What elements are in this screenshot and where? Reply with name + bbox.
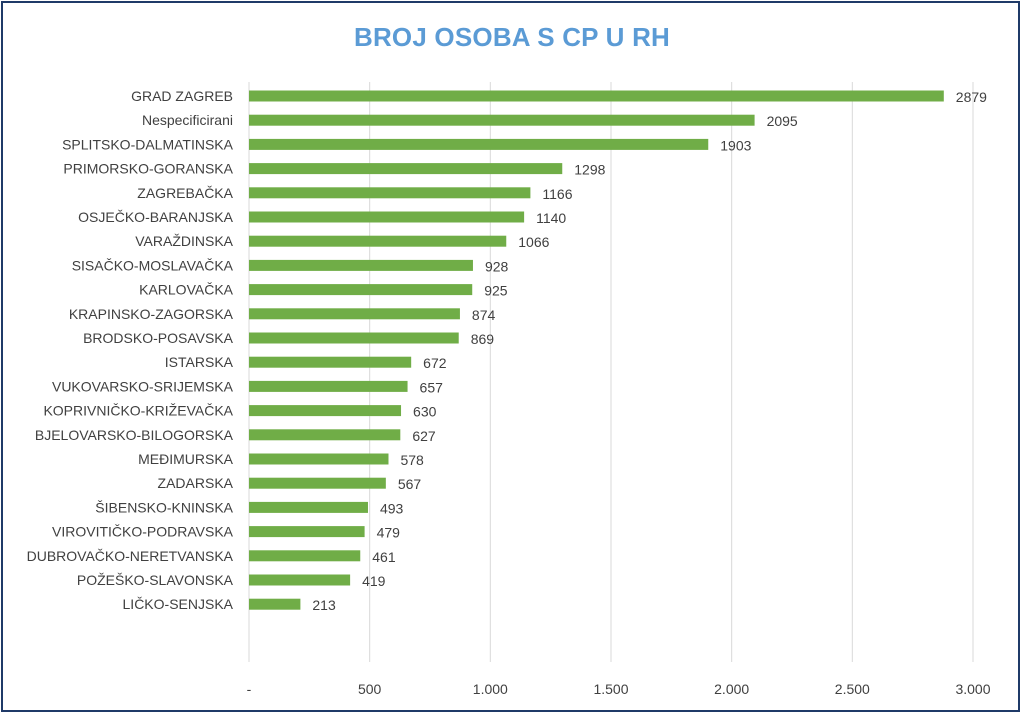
category-label: POŽEŠKO-SLAVONSKA — [77, 572, 234, 588]
category-label: Nespecificirani — [142, 112, 233, 128]
x-tick-label: - — [247, 681, 252, 697]
data-label: 928 — [485, 258, 509, 274]
bar — [249, 453, 389, 465]
bar — [249, 598, 301, 610]
data-label: 479 — [377, 525, 401, 541]
category-label: DUBROVAČKO-NERETVANSKA — [27, 548, 234, 564]
bar — [249, 550, 361, 562]
data-label: 1903 — [720, 137, 751, 153]
category-labels: GRAD ZAGREB Nespecificirani SPLITSKO-DALMA… — [27, 88, 234, 612]
grid-lines — [248, 82, 974, 662]
bar — [249, 235, 507, 247]
data-label: 627 — [412, 428, 436, 444]
bar — [249, 477, 386, 489]
category-label: KARLOVAČKA — [139, 282, 234, 298]
category-label: GRAD ZAGREB — [131, 88, 233, 104]
category-label: MEĐIMURSKA — [138, 451, 234, 467]
category-label: LIČKO-SENJSKA — [123, 596, 234, 612]
bar — [249, 211, 525, 223]
bar — [249, 284, 473, 296]
bar — [249, 501, 368, 513]
bar — [249, 380, 408, 392]
category-label: OSJEČKO-BARANJSKA — [78, 209, 233, 225]
x-tick-label: 1.000 — [473, 681, 508, 697]
bar — [249, 114, 755, 126]
category-label: SISAČKO-MOSLAVAČKA — [72, 257, 234, 273]
category-label: BRODSKO-POSAVSKA — [83, 330, 234, 346]
bar — [249, 429, 401, 441]
category-label: SPLITSKO-DALMATINSKA — [62, 136, 234, 152]
category-label: BJELOVARSKO-BILOGORSKA — [35, 427, 234, 443]
bar — [249, 90, 944, 102]
category-label: VIROVITIČKO-PODRAVSKA — [52, 524, 234, 540]
category-label: ZADARSKA — [158, 475, 234, 491]
x-tick-label: 500 — [358, 681, 382, 697]
bar — [249, 574, 351, 586]
category-label: ZAGREBAČKA — [137, 185, 233, 201]
x-tick-label: 1.500 — [593, 681, 628, 697]
category-label: KOPRIVNIČKO-KRIŽEVAČKA — [43, 403, 233, 419]
x-tick-label: 2.500 — [835, 681, 870, 697]
data-label: 493 — [380, 500, 404, 516]
data-label: 657 — [420, 379, 444, 395]
data-label: 1166 — [542, 186, 572, 202]
bar — [249, 332, 459, 344]
data-label: 869 — [471, 331, 495, 347]
x-tick-label: 2.000 — [714, 681, 749, 697]
category-label: VARAŽDINSKA — [135, 233, 233, 249]
bar — [249, 356, 412, 368]
data-label: 567 — [398, 476, 422, 492]
bar — [249, 138, 709, 150]
category-label: KRAPINSKO-ZAGORSKA — [69, 306, 234, 322]
data-label: 1140 — [536, 210, 566, 226]
bar — [249, 259, 473, 271]
bar — [249, 405, 402, 417]
bar — [249, 526, 365, 538]
category-label: ŠIBENSKO-KNINSKA — [95, 499, 233, 515]
data-label: 461 — [372, 549, 396, 565]
data-label: 672 — [423, 355, 447, 371]
chart-title: BROJ OSOBA S CP U RH — [353, 22, 671, 52]
data-label: 874 — [472, 307, 496, 323]
data-label: 2095 — [767, 113, 798, 129]
bar — [249, 308, 460, 320]
category-label: VUKOVARSKO-SRIJEMSKA — [52, 378, 234, 394]
x-tick-label: 3.000 — [955, 681, 990, 697]
category-label: PRIMORSKO-GORANSKA — [63, 161, 233, 177]
bars — [249, 90, 944, 610]
data-label: 419 — [362, 573, 386, 589]
data-label: 925 — [484, 283, 508, 299]
category-label: ISTARSKA — [165, 354, 234, 370]
data-label: 630 — [413, 404, 437, 420]
bar — [249, 187, 531, 199]
data-label: 1066 — [518, 234, 549, 250]
bar — [249, 163, 563, 175]
data-label: 578 — [400, 452, 424, 468]
data-label: 2879 — [956, 89, 987, 105]
data-label: 213 — [312, 597, 336, 613]
data-label: 1298 — [574, 162, 605, 178]
x-axis-tick-labels: - 500 1.000 1.500 2.000 2.500 3.000 — [247, 681, 991, 697]
